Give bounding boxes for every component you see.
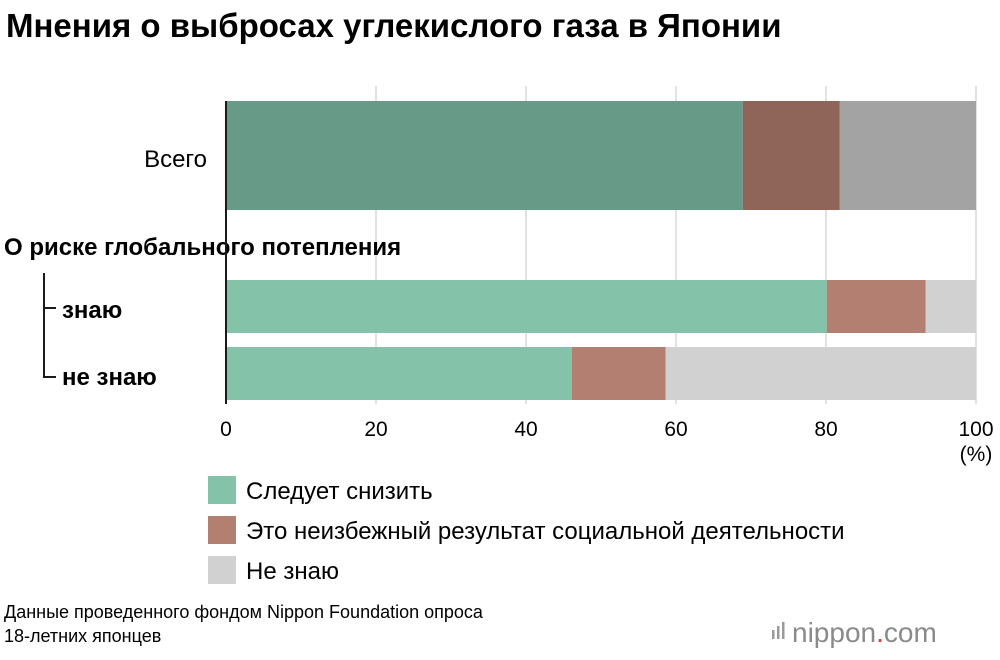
bar-total-series-2 (839, 101, 976, 210)
bar-know-series-0 (226, 280, 827, 333)
x-tick-label-20: 20 (364, 418, 387, 441)
x-axis-unit: (%) (960, 443, 993, 466)
x-tick-label-100: 100 (958, 418, 993, 441)
source-line-1: Данные проведенного фондом Nippon Founda… (4, 602, 484, 622)
chart-title: Мнения о выбросах углекислого газа в Япо… (6, 7, 782, 44)
legend-swatch-inevitable (208, 516, 236, 544)
legend: Следует снизить Это неизбежный результат… (208, 476, 845, 585)
x-tick-label-0: 0 (220, 418, 232, 441)
group-bracket (43, 273, 56, 378)
bar-know-series-1 (826, 280, 926, 333)
bar-dont-know-series-1 (571, 347, 666, 400)
legend-label-reduce: Следует снизить (246, 478, 433, 505)
x-tick-label-40: 40 (514, 418, 537, 441)
x-tick-labels: 0 20 40 60 80 100 (220, 418, 993, 441)
bar-know-series-2 (925, 280, 976, 333)
x-tick-label-60: 60 (664, 418, 687, 441)
source-line-2: 18-летних японцев (4, 626, 161, 646)
logo-text: nippon.com (792, 617, 937, 648)
bar-total-series-0 (226, 101, 743, 210)
bars (226, 101, 976, 400)
legend-label-dont-know: Не знаю (246, 558, 339, 585)
bar-total-series-1 (742, 101, 840, 210)
legend-swatch-dont-know (208, 556, 236, 584)
bar-dont-know-series-2 (665, 347, 976, 400)
group-label: О риске глобального потепления (4, 234, 401, 261)
x-tick-label-80: 80 (814, 418, 837, 441)
row-label-dont-know: не знаю (62, 364, 157, 391)
row-label-know: знаю (62, 297, 122, 324)
nippon-logo: nippon.com (772, 617, 937, 648)
row-label-total: Всего (144, 146, 207, 173)
legend-swatch-reduce (208, 476, 236, 504)
bar-dont-know-series-0 (226, 347, 572, 400)
legend-label-inevitable: Это неизбежный результат социальной деят… (246, 518, 845, 545)
